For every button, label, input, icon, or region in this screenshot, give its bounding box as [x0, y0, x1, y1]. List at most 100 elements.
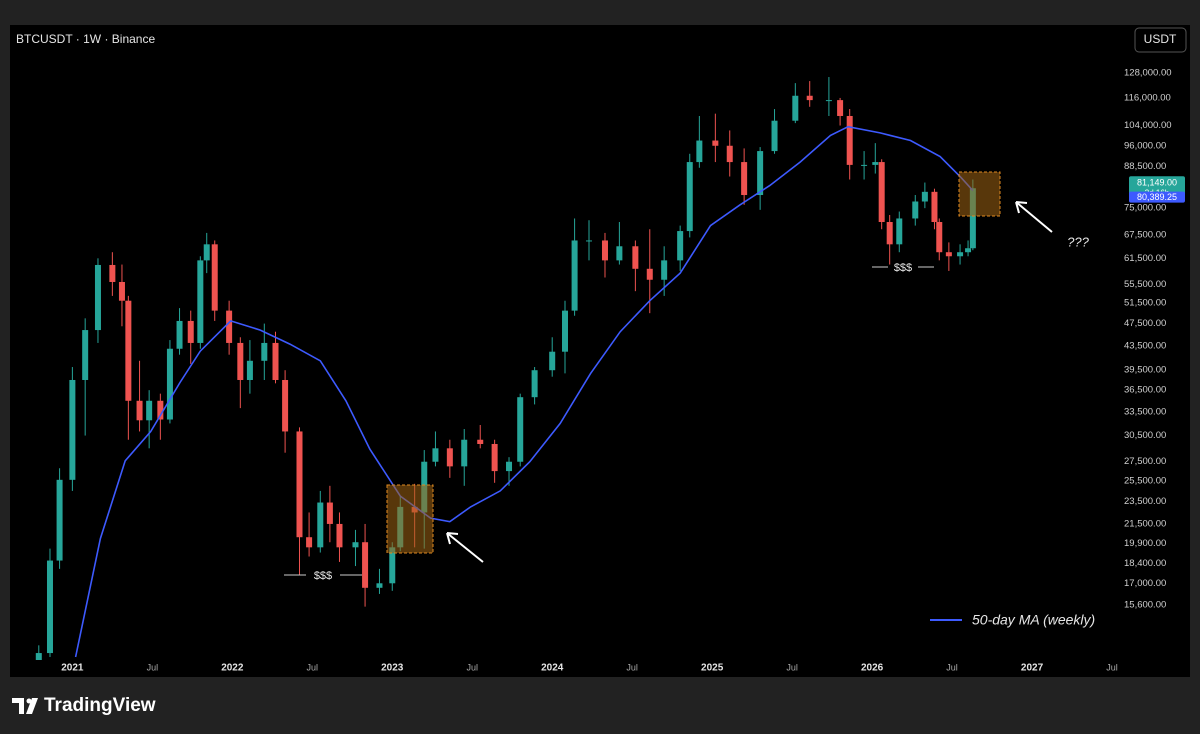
- x-tick-label: 2027: [1021, 663, 1044, 674]
- ma-price: 80,389.25: [1137, 192, 1177, 202]
- candle-body: [94, 264, 101, 331]
- annotation: ???: [1067, 234, 1089, 249]
- highlight-box: [386, 484, 434, 554]
- candle-body: [661, 260, 668, 280]
- candle-body: [601, 240, 608, 261]
- candle-body: [389, 547, 396, 584]
- y-tick-label: 43,500.00: [1124, 340, 1166, 351]
- x-tick-label: 2026: [861, 663, 884, 674]
- y-tick-label: 75,000.00: [1124, 203, 1166, 214]
- candle-body: [109, 264, 116, 282]
- y-tick-label: 17,000.00: [1124, 578, 1166, 589]
- candle-body: [125, 300, 132, 401]
- y-tick-label: 25,500.00: [1124, 475, 1166, 486]
- candle-body: [237, 342, 244, 380]
- y-tick-label: 30,500.00: [1124, 430, 1166, 441]
- candle-body: [646, 268, 653, 280]
- x-tick-label: 2024: [541, 663, 564, 674]
- plot: [35, 77, 976, 660]
- candle-body: [306, 537, 313, 548]
- y-tick-label: 15,600.00: [1124, 600, 1166, 611]
- y-tick-label: 104,000.00: [1124, 120, 1172, 131]
- moving-average: [74, 125, 974, 658]
- candle-body: [771, 120, 778, 152]
- candle-body: [517, 397, 524, 462]
- candle-body: [211, 244, 218, 311]
- candle-body: [56, 479, 63, 561]
- candle-body: [616, 246, 623, 261]
- candle-body: [432, 448, 439, 462]
- y-tick-label: 67,500.00: [1124, 229, 1166, 240]
- candle-body: [585, 240, 592, 242]
- candle-body: [696, 140, 703, 163]
- candle-body: [806, 95, 813, 101]
- candle-body: [166, 348, 173, 420]
- annotation: $$$: [314, 570, 332, 582]
- candle-body: [965, 248, 972, 253]
- candle-body: [352, 542, 359, 548]
- y-tick-label: 33,500.00: [1124, 406, 1166, 417]
- y-tick-label: 36,500.00: [1124, 385, 1166, 396]
- candle-body: [296, 431, 303, 538]
- x-tick-label: 2023: [381, 663, 404, 674]
- candle-body: [282, 379, 289, 432]
- highlight-box: [958, 171, 1001, 217]
- candle-body: [326, 502, 333, 524]
- y-tick-label: 39,500.00: [1124, 365, 1166, 376]
- candle-body: [226, 310, 233, 343]
- currency-label[interactable]: USDT: [1144, 32, 1177, 46]
- candle-body: [136, 400, 143, 421]
- candle-body: [506, 461, 513, 472]
- candle-body: [846, 115, 853, 165]
- candle-body: [969, 188, 976, 249]
- y-tick-label: 27,500.00: [1124, 456, 1166, 467]
- y-tick-label: 55,500.00: [1124, 279, 1166, 290]
- candle-body: [741, 162, 748, 196]
- arrow: [446, 532, 484, 563]
- y-tick-label: 18,400.00: [1124, 558, 1166, 569]
- y-tick-label: 61,500.00: [1124, 253, 1166, 264]
- candle-body: [931, 191, 938, 223]
- y-tick-label: 128,000.00: [1124, 68, 1172, 79]
- candle-body: [376, 583, 383, 588]
- annotation: $$$: [894, 262, 912, 274]
- y-tick-label: 47,500.00: [1124, 318, 1166, 329]
- legend-label: 50-day MA (weekly): [972, 612, 1095, 628]
- candle-body: [272, 342, 279, 380]
- x-tick-label: Jul: [1106, 662, 1118, 672]
- candle-body: [118, 281, 125, 301]
- brand-logo: TradingView: [12, 695, 156, 716]
- brand-name: TradingView: [44, 695, 156, 716]
- candle-body: [872, 162, 879, 165]
- x-tick-label: Jul: [946, 662, 958, 672]
- candle-body: [157, 400, 164, 420]
- ma-price-tag: [1129, 191, 1185, 203]
- y-tick-label: 116,000.00: [1124, 92, 1171, 103]
- candle-body: [261, 342, 268, 361]
- y-tick-label: 23,500.00: [1124, 496, 1166, 507]
- candle-body: [46, 560, 53, 654]
- x-tick-label: Jul: [466, 662, 478, 672]
- candle-body: [461, 439, 468, 467]
- x-tick-label: Jul: [147, 662, 159, 672]
- candle-body: [69, 379, 76, 480]
- x-tick-label: Jul: [786, 662, 798, 672]
- candle-body: [726, 145, 733, 163]
- arrow: [1015, 201, 1053, 233]
- candle-body: [35, 653, 42, 660]
- candle-body: [861, 164, 868, 166]
- logo-icon: [12, 698, 38, 714]
- currency-button[interactable]: [1134, 27, 1187, 53]
- candle-body: [197, 260, 204, 343]
- last-price: 81,149.00: [1137, 178, 1177, 188]
- y-tick-label: 19,900.00: [1124, 538, 1166, 549]
- candle-body: [936, 222, 943, 253]
- candle-body: [757, 151, 764, 196]
- candle-body: [896, 218, 903, 245]
- price-tags: 81,149.002d 16h80,389.25: [1129, 176, 1185, 203]
- candle-body: [712, 140, 719, 146]
- candle-body: [203, 244, 210, 261]
- candle-body: [176, 320, 183, 349]
